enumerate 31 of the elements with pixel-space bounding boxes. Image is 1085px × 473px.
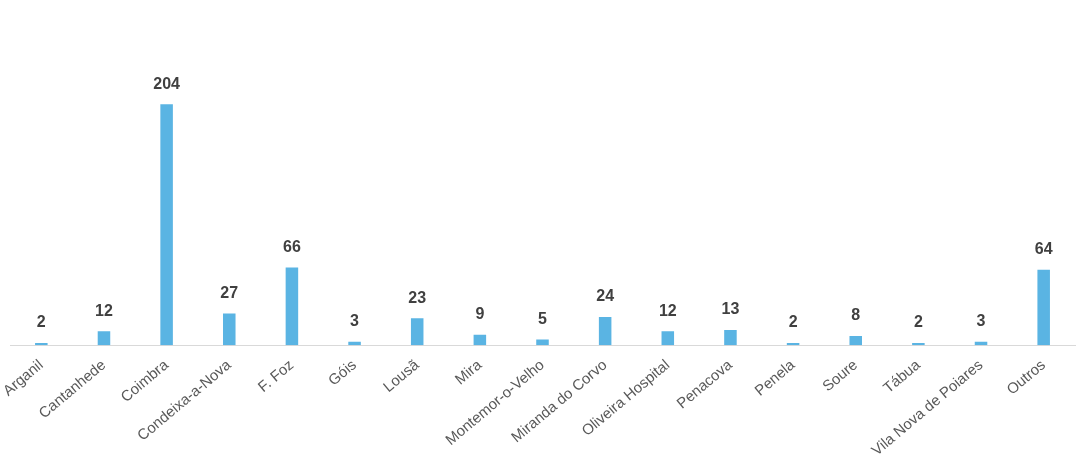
bar [661,331,675,346]
data-label: 9 [475,305,485,323]
bar [536,339,549,346]
data-label: 66 [283,237,301,255]
data-label: 64 [1034,240,1053,258]
bar [223,313,236,346]
bar [160,104,173,346]
data-label: 13 [721,300,740,318]
bar [473,334,487,346]
data-label: 204 [153,74,181,92]
data-label: 12 [95,301,113,319]
data-label: 27 [220,283,239,301]
bar [285,267,299,346]
bar [849,335,862,346]
data-label: 5 [538,309,548,327]
x-tick-label: Góis [324,355,360,389]
data-label: 23 [408,288,427,306]
data-label: 3 [350,312,360,330]
bar [724,329,737,346]
data-label: 2 [913,313,923,331]
data-label: 8 [851,306,861,324]
data-label: 24 [596,287,615,305]
bar [410,318,424,346]
data-label: 2 [788,313,798,331]
bar [97,331,111,346]
data-label: 12 [658,301,677,319]
x-tick-label: F. Foz [254,355,297,395]
bar [598,316,612,346]
data-label: 2 [36,313,46,331]
data-label: 3 [976,312,986,330]
bar [1037,269,1050,346]
